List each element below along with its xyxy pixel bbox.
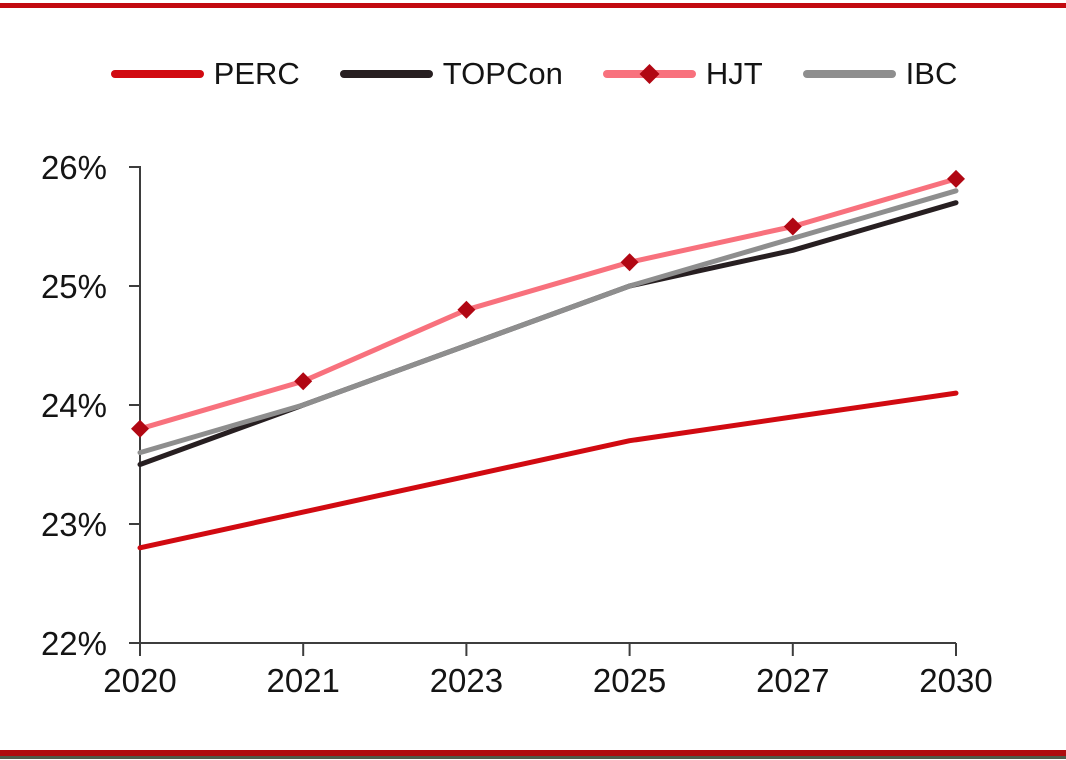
legend-label-hjt: HJT	[705, 56, 763, 91]
x-axis-tick-label: 2025	[593, 662, 666, 699]
x-axis-tick-label: 2023	[430, 662, 503, 699]
ibc-series-line	[137, 188, 959, 456]
x-axis-tick-label: 2021	[266, 662, 339, 699]
hjt-data-point-diamond	[947, 169, 965, 188]
hjt-diamond-marker-icon	[639, 63, 660, 84]
y-axis-tick-label: 23%	[41, 506, 107, 543]
top-border-line	[0, 3, 1066, 8]
hjt-data-point-diamond	[294, 372, 313, 391]
topcon-series-line	[137, 200, 959, 467]
hjt-series-line	[137, 176, 959, 432]
bottom-border-red-line	[0, 750, 1066, 756]
y-axis-tick-label: 24%	[41, 387, 107, 424]
legend-item-hjt: HJT	[601, 58, 763, 89]
topcon-line-swatch	[339, 69, 433, 78]
hjt-line-swatch	[602, 63, 696, 84]
x-axis-tick-label: 2020	[103, 662, 176, 699]
ibc-line-swatch	[802, 69, 896, 78]
y-axis-tick-label: 26%	[41, 149, 107, 186]
x-axis-tick-label: 2030	[919, 662, 992, 699]
hjt-data-point-diamond	[783, 217, 802, 236]
legend-label-topcon: TOPCon	[442, 56, 563, 91]
legend-label-ibc: IBC	[905, 56, 958, 91]
perc-series-line	[137, 390, 959, 551]
chart-legend: PERC TOPCon HJT IBC	[0, 58, 1066, 89]
hjt-data-point-diamond	[457, 300, 476, 319]
y-axis-tick-label: 22%	[41, 625, 107, 662]
y-axis-tick-label: 25%	[41, 268, 107, 305]
bottom-border-green-line	[0, 756, 1066, 759]
perc-line-swatch	[110, 69, 204, 78]
hjt-data-point-diamond	[131, 419, 149, 438]
legend-item-perc: PERC	[109, 58, 300, 89]
legend-item-ibc: IBC	[801, 56, 958, 91]
legend-item-topcon: TOPCon	[338, 58, 563, 89]
x-axis-tick-label: 2027	[756, 662, 829, 699]
legend-label-perc: PERC	[213, 56, 300, 91]
hjt-data-point-diamond	[620, 253, 639, 272]
